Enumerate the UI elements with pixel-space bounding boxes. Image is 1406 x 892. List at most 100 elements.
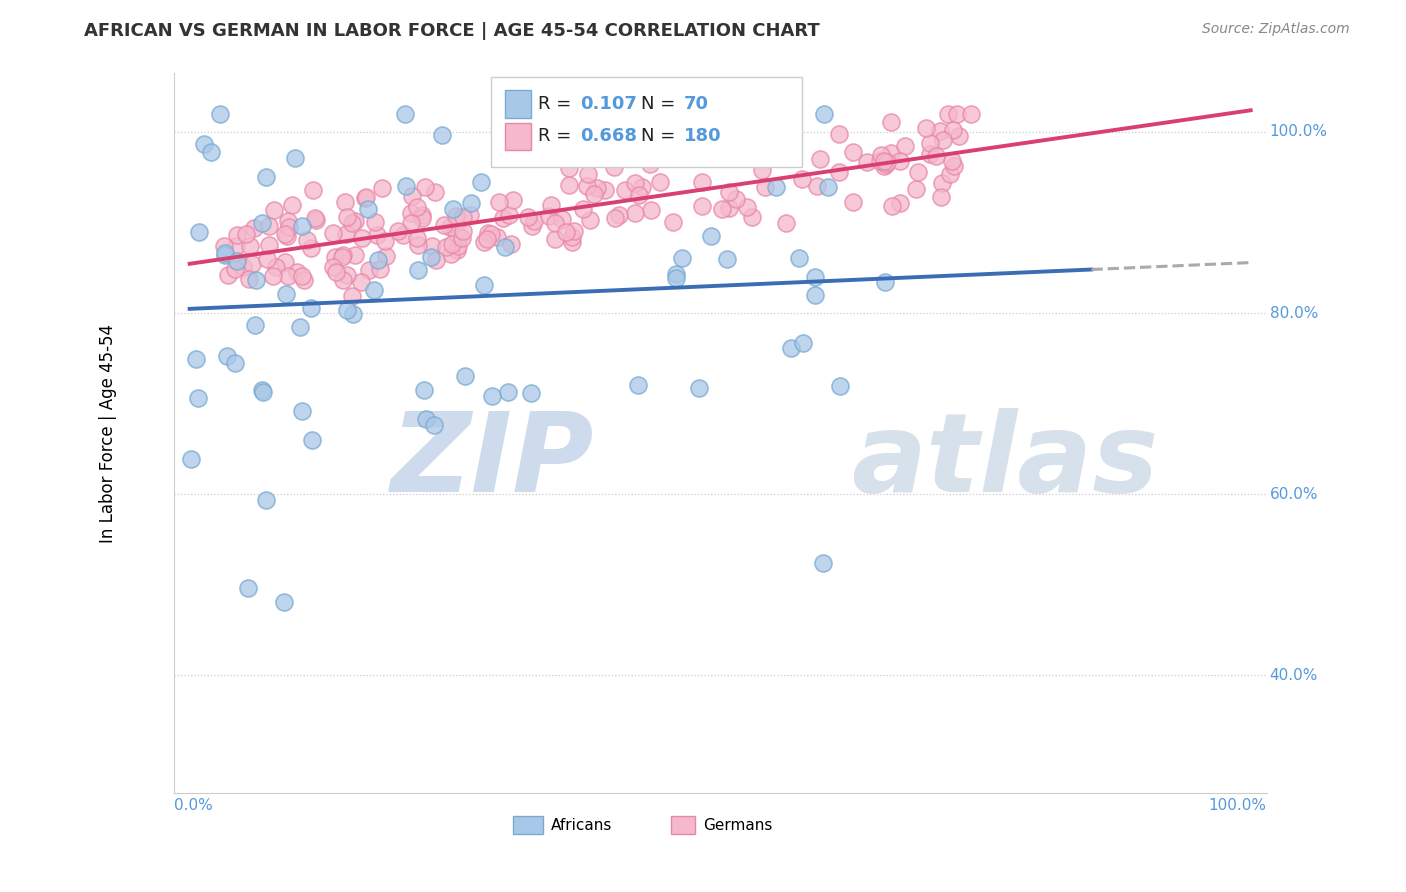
Point	[477, 227, 499, 241]
Point	[332, 247, 354, 261]
Point	[841, 195, 863, 210]
Point	[576, 167, 599, 181]
Text: Source: ZipAtlas.com: Source: ZipAtlas.com	[1202, 22, 1350, 37]
Point	[250, 383, 273, 397]
Point	[544, 216, 567, 230]
Point	[931, 133, 953, 147]
Point	[631, 179, 654, 194]
Point	[605, 211, 627, 226]
Point	[411, 211, 433, 225]
Point	[737, 200, 759, 214]
Point	[332, 273, 354, 287]
Point	[323, 250, 346, 264]
Point	[263, 202, 285, 217]
Point	[364, 215, 387, 229]
Point	[808, 153, 831, 167]
Point	[700, 228, 723, 243]
Point	[544, 232, 567, 246]
Point	[792, 336, 814, 351]
Point	[295, 233, 318, 247]
Point	[941, 154, 963, 169]
Point	[277, 268, 299, 283]
Point	[522, 219, 544, 234]
Point	[889, 153, 911, 168]
Point	[889, 195, 911, 210]
Point	[395, 179, 418, 194]
Point	[405, 231, 427, 245]
Point	[472, 278, 495, 293]
Point	[254, 493, 277, 508]
Point	[894, 139, 917, 153]
Point	[692, 175, 714, 189]
Point	[638, 157, 661, 171]
Point	[458, 208, 481, 222]
Point	[765, 180, 787, 194]
Point	[688, 381, 710, 395]
Point	[813, 107, 835, 121]
Point	[340, 289, 363, 303]
Point	[406, 263, 429, 277]
Point	[277, 219, 299, 234]
Text: In Labor Force | Age 45-54: In Labor Force | Age 45-54	[100, 324, 117, 542]
FancyBboxPatch shape	[491, 77, 801, 167]
Point	[624, 205, 647, 219]
Point	[252, 216, 274, 230]
Point	[276, 228, 298, 243]
Point	[446, 244, 468, 258]
Point	[446, 225, 468, 239]
Point	[235, 227, 257, 241]
Point	[472, 235, 495, 249]
Point	[942, 123, 965, 137]
Point	[700, 127, 723, 141]
Text: 70: 70	[685, 95, 709, 113]
Point	[779, 342, 801, 356]
Point	[214, 248, 236, 262]
Point	[209, 107, 232, 121]
Point	[627, 378, 650, 392]
Point	[579, 212, 602, 227]
Point	[239, 239, 262, 253]
Point	[264, 260, 287, 274]
Point	[305, 212, 328, 227]
Point	[804, 288, 827, 302]
Point	[842, 145, 865, 160]
Point	[773, 142, 796, 156]
Point	[245, 318, 267, 332]
Point	[281, 198, 304, 212]
Point	[520, 386, 543, 401]
Point	[516, 211, 538, 225]
Point	[575, 179, 598, 194]
Point	[929, 190, 952, 204]
Text: 0.0%: 0.0%	[174, 797, 212, 813]
Point	[607, 208, 630, 222]
Text: 80.0%: 80.0%	[1270, 306, 1317, 320]
Point	[291, 404, 314, 418]
Point	[943, 159, 966, 173]
Text: R =: R =	[537, 95, 576, 113]
Point	[277, 214, 299, 228]
Point	[928, 124, 950, 138]
Point	[441, 237, 464, 252]
Point	[212, 238, 235, 252]
Point	[387, 224, 409, 238]
Point	[285, 265, 308, 279]
Point	[301, 182, 323, 196]
Point	[882, 199, 904, 213]
Point	[225, 254, 247, 268]
Point	[751, 163, 773, 178]
Point	[444, 209, 467, 223]
Point	[252, 384, 274, 399]
Point	[593, 183, 616, 197]
Point	[330, 250, 353, 264]
Point	[627, 188, 650, 202]
Point	[555, 225, 578, 239]
Point	[501, 236, 523, 251]
Point	[224, 261, 246, 276]
Point	[399, 216, 422, 230]
Text: N =: N =	[641, 128, 682, 145]
Point	[215, 349, 238, 363]
Point	[411, 209, 433, 223]
Point	[624, 176, 647, 190]
Point	[430, 128, 453, 142]
Point	[488, 194, 510, 209]
